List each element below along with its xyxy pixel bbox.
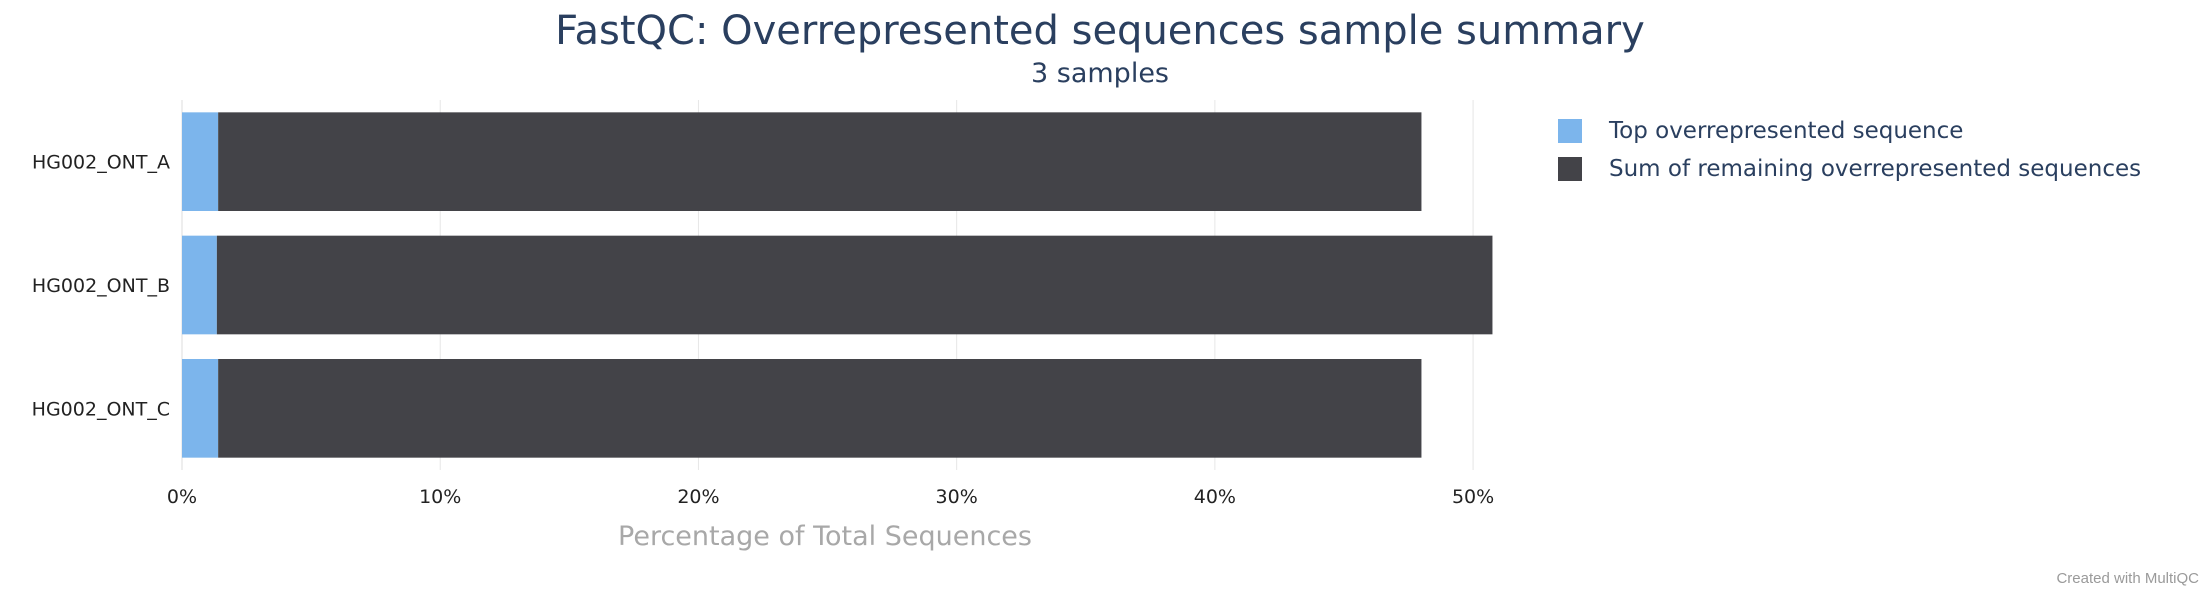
legend-swatch-remaining (1558, 157, 1582, 181)
bar-top-sequence (182, 235, 217, 335)
legend-label-remaining: Sum of remaining overrepresented sequenc… (1609, 156, 2142, 182)
chart-title: FastQC: Overrepresented sequences sample… (555, 8, 1645, 54)
legend-label-top: Top overrepresented sequence (1609, 118, 1964, 144)
x-tick-label: 20% (677, 486, 719, 508)
legend-item-top[interactable]: Top overrepresented sequence (1558, 112, 2141, 150)
x-tick-label: 30% (936, 486, 978, 508)
bar-remaining-sequences (218, 359, 1422, 458)
legend-item-remaining[interactable]: Sum of remaining overrepresented sequenc… (1558, 150, 2141, 188)
y-tick-label: HG002_ONT_C (32, 398, 170, 420)
bar-top-sequence (182, 359, 219, 458)
chart-subtitle: 3 samples (1031, 58, 1169, 89)
x-tick-label: 40% (1194, 486, 1236, 508)
legend-swatch-top (1558, 119, 1582, 143)
bar-top-sequence (182, 112, 219, 211)
x-axis-title: Percentage of Total Sequences (618, 521, 1032, 552)
y-tick-label: HG002_ONT_B (32, 275, 170, 297)
bar-remaining-sequences (216, 235, 1493, 335)
chart-legend: Top overrepresented sequence Sum of rema… (1558, 112, 2141, 188)
x-tick-label: 0% (167, 486, 197, 508)
x-tick-label: 10% (419, 486, 461, 508)
credit-text: Created with MultiQC (2056, 570, 2199, 587)
y-tick-label: HG002_ONT_A (32, 152, 170, 174)
x-tick-label: 50% (1452, 486, 1494, 508)
bar-remaining-sequences (218, 112, 1422, 211)
